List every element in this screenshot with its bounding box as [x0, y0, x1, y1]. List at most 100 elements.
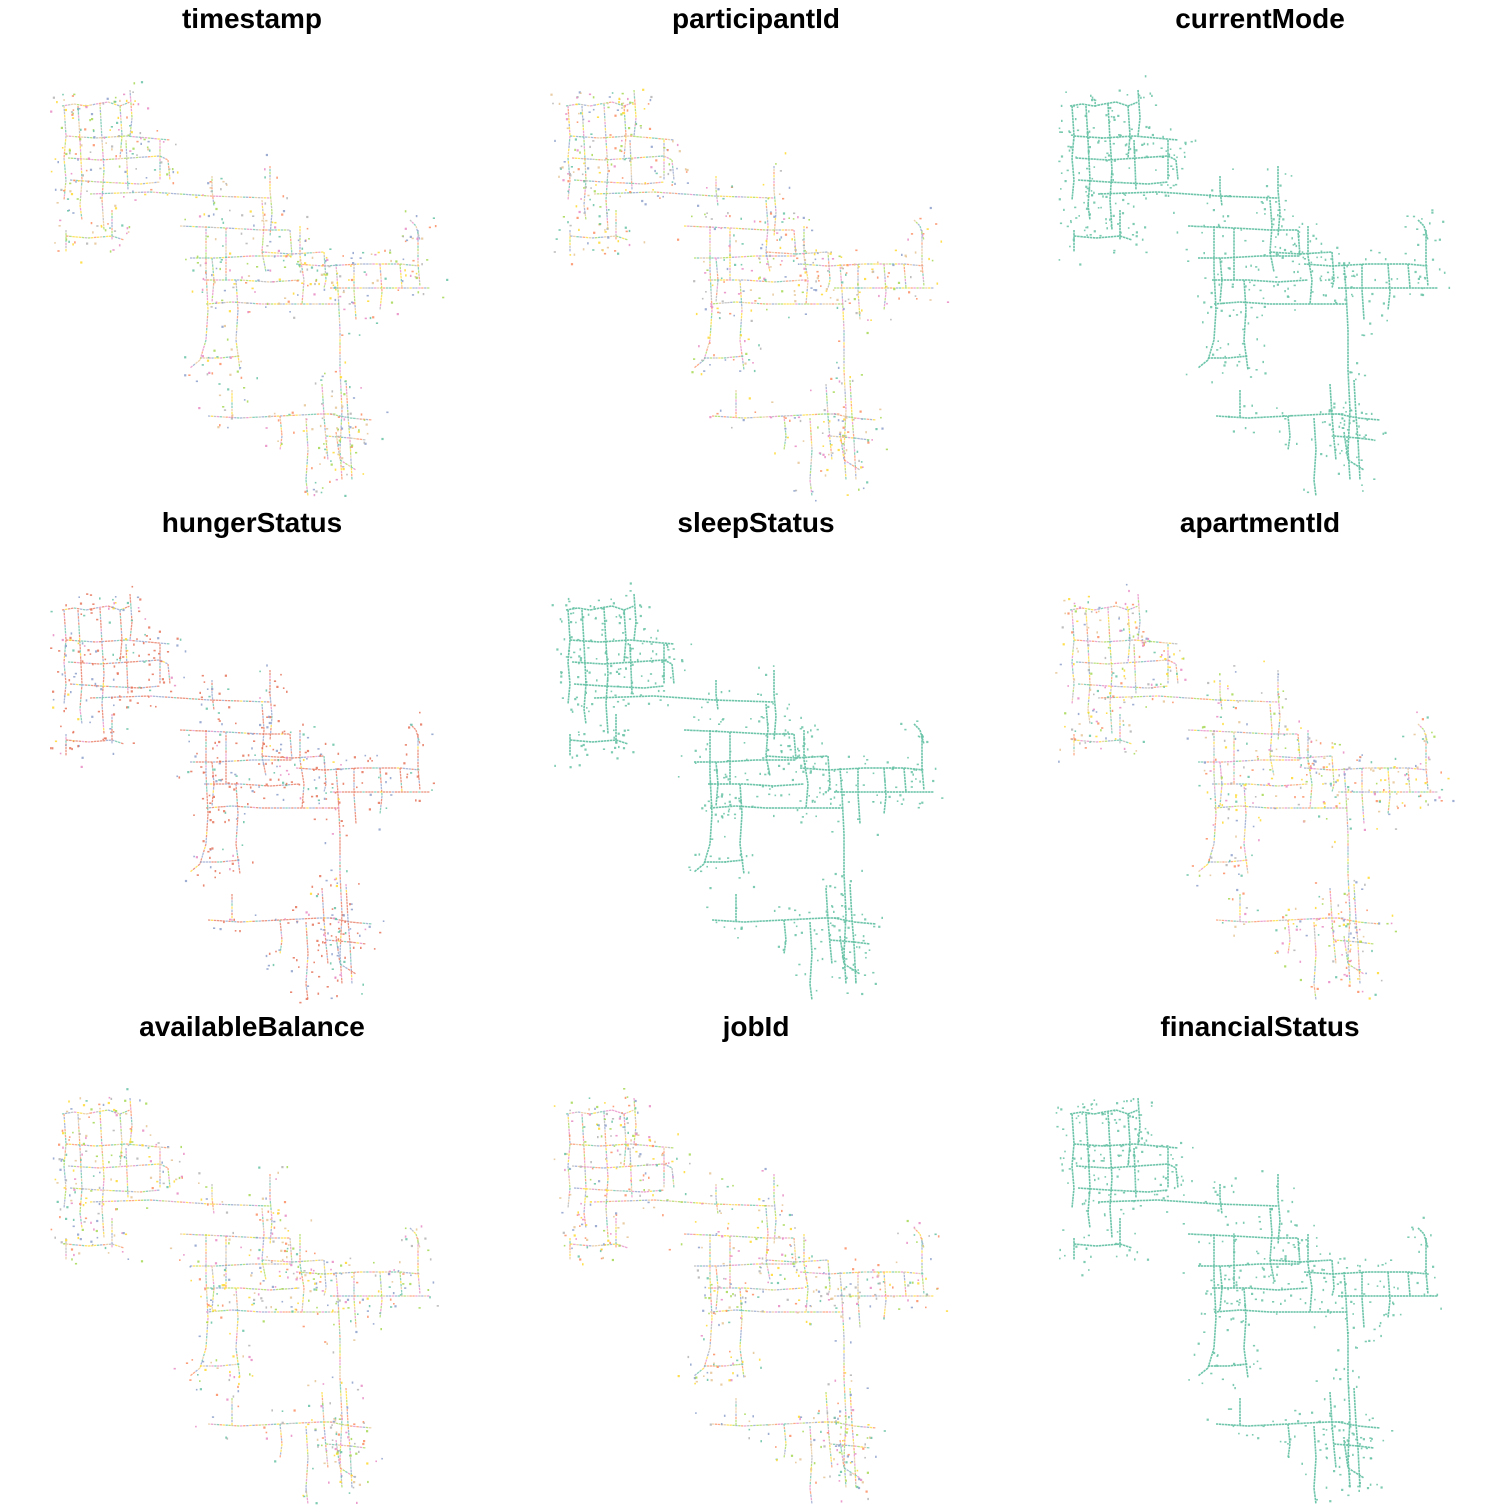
location-point [313, 293, 316, 296]
location-point [654, 169, 656, 173]
location-point [1277, 253, 1279, 256]
location-point [1249, 281, 1251, 284]
location-point [816, 270, 819, 273]
location-point [1112, 179, 1114, 182]
location-point [813, 253, 816, 256]
location-point [366, 432, 369, 435]
location-point [1070, 220, 1072, 222]
location-point [372, 316, 375, 319]
location-point [96, 225, 99, 227]
location-point [796, 257, 799, 260]
location-point [555, 238, 558, 240]
location-point [1409, 293, 1411, 295]
location-point [773, 215, 776, 218]
location-point [352, 397, 356, 399]
location-point [265, 153, 268, 157]
location-point [1253, 284, 1256, 287]
location-point [1093, 230, 1096, 233]
location-point [643, 108, 646, 110]
location-point [1220, 260, 1223, 263]
location-point [335, 478, 338, 481]
road-segment [342, 461, 346, 464]
location-point [314, 282, 316, 286]
location-point [1236, 364, 1239, 367]
location-point [710, 305, 713, 308]
location-point [337, 416, 340, 418]
location-point [589, 145, 591, 148]
location-point [213, 349, 216, 352]
location-point [686, 182, 689, 184]
location-point [632, 103, 634, 105]
location-point [318, 282, 320, 286]
road-segment [663, 155, 667, 158]
location-point [1373, 478, 1376, 480]
location-point [416, 237, 419, 240]
location-point [1276, 283, 1279, 286]
location-point [758, 258, 761, 260]
location-point [405, 274, 407, 277]
road-segment [917, 223, 921, 227]
road-segment [413, 223, 417, 227]
road-segment [113, 103, 117, 106]
location-point [114, 204, 117, 207]
location-point [804, 249, 806, 252]
location-point [840, 256, 843, 258]
location-point [369, 316, 372, 320]
location-point [1079, 263, 1082, 266]
location-point [442, 296, 445, 299]
location-point [92, 129, 95, 133]
road-segment [1270, 257, 1273, 261]
location-point [1069, 146, 1072, 149]
location-point [1345, 411, 1347, 413]
location-point [1225, 195, 1228, 197]
location-point [342, 291, 345, 294]
location-point [1348, 422, 1351, 424]
road-segment [596, 103, 600, 106]
location-point [1356, 273, 1358, 276]
location-point [1303, 488, 1305, 491]
location-point [1350, 371, 1353, 374]
location-point [558, 175, 560, 178]
location-point [276, 176, 278, 179]
location-point [691, 215, 693, 218]
location-point [625, 230, 628, 233]
location-point [1210, 306, 1213, 309]
location-point [578, 228, 580, 231]
location-point [273, 255, 276, 258]
location-point [707, 336, 710, 339]
location-point [789, 419, 791, 422]
location-point [697, 204, 700, 207]
location-point [608, 96, 611, 98]
location-point [60, 126, 63, 129]
location-point [1331, 278, 1334, 281]
location-point [1322, 294, 1325, 297]
location-point [336, 427, 338, 430]
location-point [837, 419, 840, 422]
location-point [1238, 360, 1241, 363]
location-point [364, 317, 367, 320]
location-point [240, 376, 243, 379]
location-point [121, 149, 123, 152]
location-point [54, 188, 57, 191]
location-point [892, 263, 895, 267]
location-point [350, 265, 352, 267]
location-point [364, 442, 367, 445]
panel-timestamp: timestamp [0, 0, 504, 504]
location-point [99, 196, 102, 199]
road-segment [626, 103, 629, 106]
location-point [775, 163, 777, 165]
location-point [350, 278, 354, 282]
location-point [349, 412, 352, 415]
location-point [1135, 235, 1138, 238]
location-point [245, 282, 248, 284]
road-segment [1337, 413, 1341, 416]
location-point [337, 428, 339, 431]
location-point [920, 270, 923, 272]
location-point [376, 279, 379, 282]
location-point [214, 281, 216, 284]
road-segment [344, 462, 348, 466]
location-point [842, 406, 845, 408]
location-point [604, 229, 606, 231]
location-point [1292, 215, 1294, 217]
location-point [57, 250, 60, 252]
